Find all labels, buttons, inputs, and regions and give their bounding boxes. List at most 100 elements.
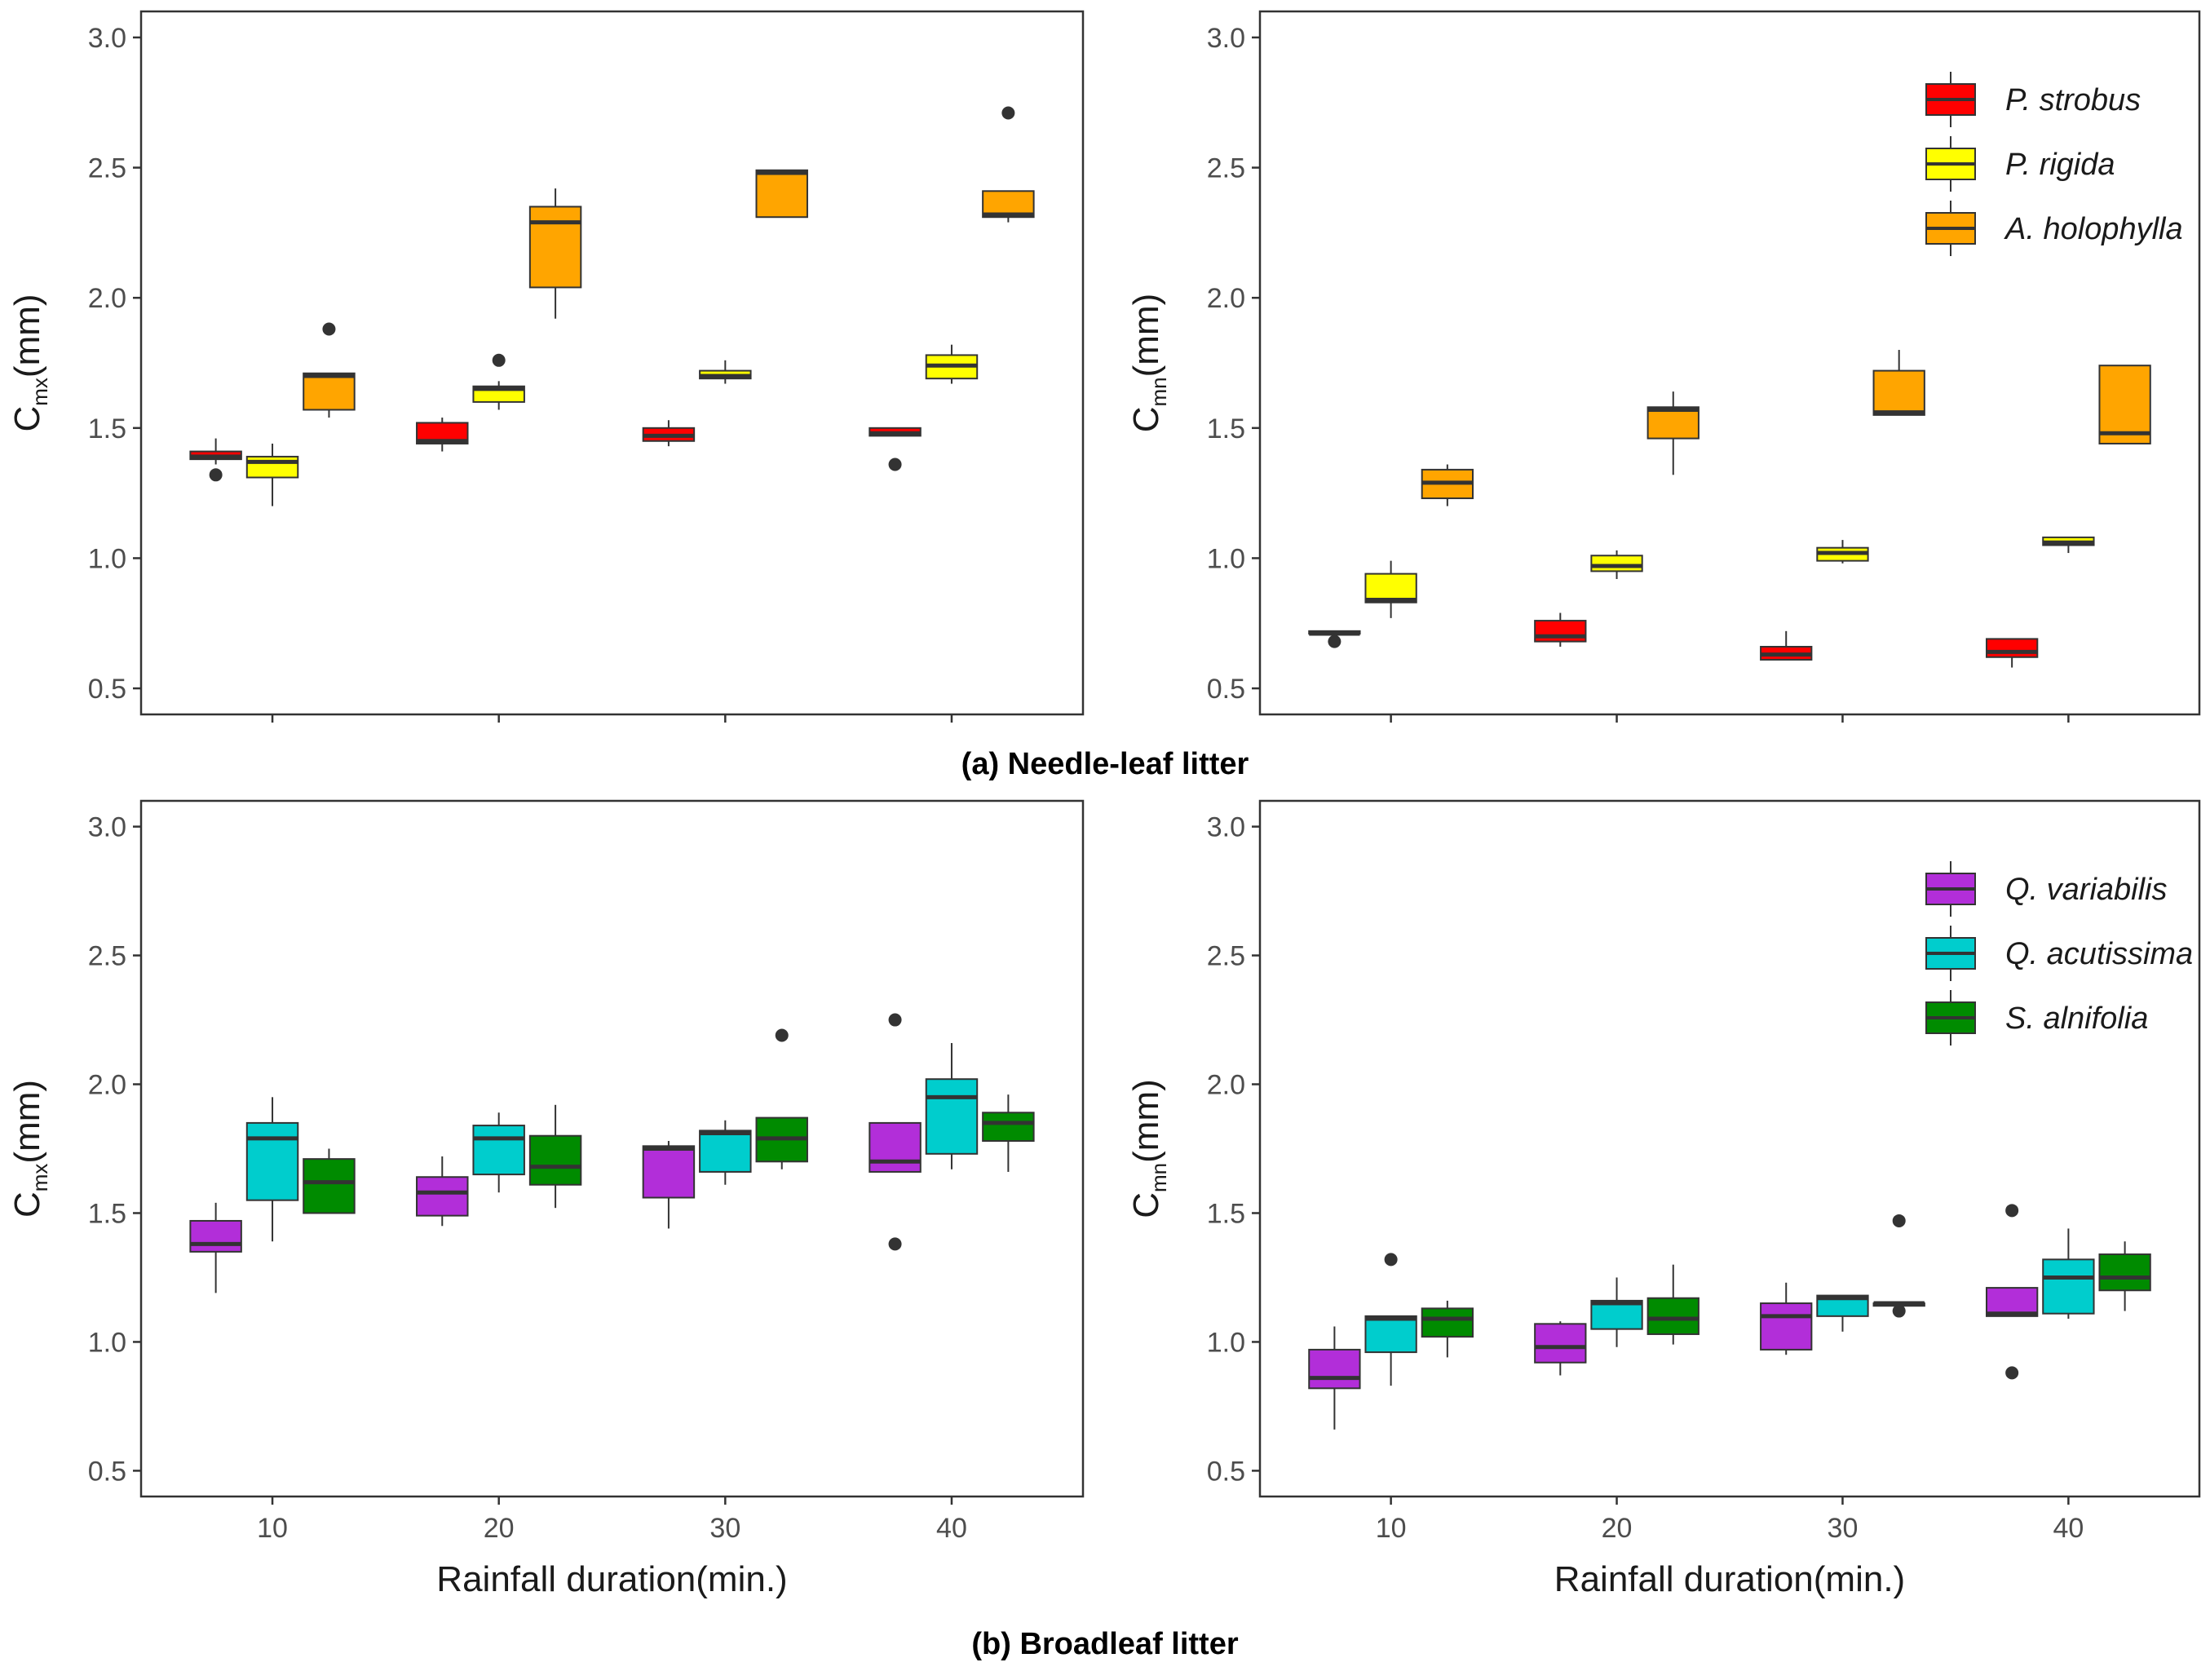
box-iqr — [245, 1121, 299, 1201]
box-iqr — [755, 169, 808, 219]
outlier-point — [888, 458, 902, 471]
box-s-alnifolia-20 — [528, 1104, 582, 1209]
y-tick-label: 1.5 — [88, 413, 126, 444]
legend-label: P. rigida — [2005, 148, 2115, 182]
box-q-variabilis-30 — [642, 1141, 696, 1229]
box-iqr — [245, 455, 299, 479]
box-iqr — [528, 1134, 582, 1186]
y-tick-label: 3.0 — [1207, 23, 1245, 54]
box-iqr — [189, 1219, 242, 1253]
box-q-acutissima-20 — [1590, 1277, 1643, 1347]
legend-item: S. alnifolia — [1925, 990, 2148, 1046]
box-p-strobus-20 — [1534, 612, 1587, 647]
box-iqr — [1646, 1297, 1699, 1335]
legend-label: A. holophylla — [2004, 212, 2183, 246]
box-s-alnifolia-40 — [2098, 1241, 2151, 1311]
box-a-holophylla-20 — [528, 188, 582, 319]
box-a-holophylla-30 — [1872, 350, 1925, 416]
x-tick-label: 40 — [936, 1513, 967, 1544]
x-tick-label: 10 — [1376, 1513, 1407, 1544]
legend-label: S. alnifolia — [2005, 1001, 2148, 1036]
outlier-point — [775, 1028, 789, 1042]
box-iqr — [699, 1130, 752, 1173]
box-iqr — [2042, 1258, 2095, 1315]
y-tick-label: 1.0 — [1207, 543, 1245, 574]
box-q-variabilis-20 — [416, 1156, 469, 1227]
outlier-point — [1892, 1304, 1906, 1318]
box-iqr — [2098, 1253, 2151, 1292]
box-iqr — [1986, 1287, 2039, 1317]
box-p-strobus-10 — [189, 438, 242, 482]
box-q-acutissima-30 — [1816, 1294, 1869, 1332]
box-q-acutissima-40 — [925, 1042, 979, 1169]
box-s-alnifolia-10 — [1421, 1300, 1474, 1358]
box-q-variabilis-10 — [189, 1202, 242, 1293]
y-tick-label: 1.0 — [88, 543, 126, 574]
box-iqr — [1534, 1323, 1587, 1364]
box-iqr — [869, 1121, 922, 1173]
y-tick-label: 3.0 — [1207, 812, 1245, 843]
y-tick-label: 0.5 — [88, 1456, 126, 1487]
y-tick-label: 2.5 — [88, 941, 126, 972]
box-iqr — [472, 1125, 525, 1176]
y-axis-title: Cmx(mm) — [7, 294, 52, 431]
outlier-point — [1892, 1214, 1906, 1227]
box-iqr — [1590, 1299, 1643, 1330]
box-iqr — [982, 1112, 1035, 1143]
box-q-acutissima-10 — [1364, 1253, 1417, 1386]
legend: P. strobus P. rigida A. holophylla — [1925, 72, 2183, 256]
box-q-acutissima-20 — [472, 1112, 525, 1193]
y-tick-label: 2.0 — [1207, 283, 1245, 314]
box-iqr — [642, 1145, 696, 1199]
box-q-acutissima-40 — [2042, 1228, 2095, 1320]
box-iqr — [528, 206, 582, 289]
box-s-alnifolia-30 — [1872, 1214, 1925, 1318]
outlier-point — [2005, 1204, 2019, 1218]
box-q-variabilis-30 — [1760, 1282, 1813, 1355]
box-iqr — [1646, 406, 1699, 440]
legend-item: P. strobus — [1925, 72, 2141, 127]
outlier-point — [492, 353, 506, 367]
legend: Q. variabilis Q. acutissima S. alnifolia — [1925, 861, 2193, 1046]
legend-item: A. holophylla — [1925, 201, 2183, 256]
y-axis-title: Cmn(mm) — [1126, 294, 1171, 433]
y-tick-label: 3.0 — [88, 812, 126, 843]
outlier-point — [209, 468, 223, 482]
x-axis-title: Rainfall duration(min.) — [1554, 1559, 1905, 1599]
outlier-point — [2005, 1366, 2019, 1380]
y-axis-title: Cmn(mm) — [1126, 1079, 1171, 1218]
box-iqr — [303, 1158, 356, 1214]
x-tick-label: 20 — [1602, 1513, 1633, 1544]
x-tick-label: 10 — [257, 1513, 288, 1544]
box-p-rigida-30 — [699, 360, 752, 384]
box-iqr — [1308, 1348, 1361, 1390]
box-iqr — [303, 372, 356, 411]
box-s-alnifolia-20 — [1646, 1264, 1699, 1345]
y-tick-label: 1.0 — [88, 1327, 126, 1358]
box-iqr — [1364, 573, 1417, 603]
box-iqr — [1986, 638, 2039, 658]
box-a-holophylla-40 — [2098, 365, 2151, 444]
outlier-point — [888, 1013, 902, 1027]
x-tick-label: 30 — [709, 1513, 740, 1544]
box-q-variabilis-20 — [1534, 1321, 1587, 1376]
x-tick-label: 20 — [484, 1513, 515, 1544]
section-title-broad: (b) Broadleaf litter — [971, 1627, 1239, 1661]
box-p-rigida-20 — [1590, 550, 1643, 579]
outlier-point — [322, 322, 336, 336]
legend-item: P. rigida — [1925, 136, 2115, 192]
x-tick-label: 30 — [1828, 1513, 1859, 1544]
y-tick-label: 2.0 — [88, 1070, 126, 1101]
outlier-point — [888, 1237, 902, 1251]
box-a-holophylla-10 — [1421, 464, 1474, 506]
box-s-alnifolia-10 — [303, 1148, 356, 1214]
panel-broad-cmn: 0.5 1.0 1.5 2.0 2.5 3.0 10 20 30 40 Cmn(mm) Rainfal… — [1126, 799, 2201, 1599]
x-axis-title: Rainfall duration(min.) — [436, 1559, 787, 1599]
box-iqr — [1760, 1302, 1813, 1351]
box-s-alnifolia-30 — [755, 1028, 808, 1169]
y-tick-label: 2.0 — [88, 283, 126, 314]
box-iqr — [416, 1176, 469, 1217]
box-p-strobus-30 — [1760, 630, 1813, 661]
box-p-strobus-20 — [416, 418, 469, 452]
box-iqr — [1534, 620, 1587, 643]
